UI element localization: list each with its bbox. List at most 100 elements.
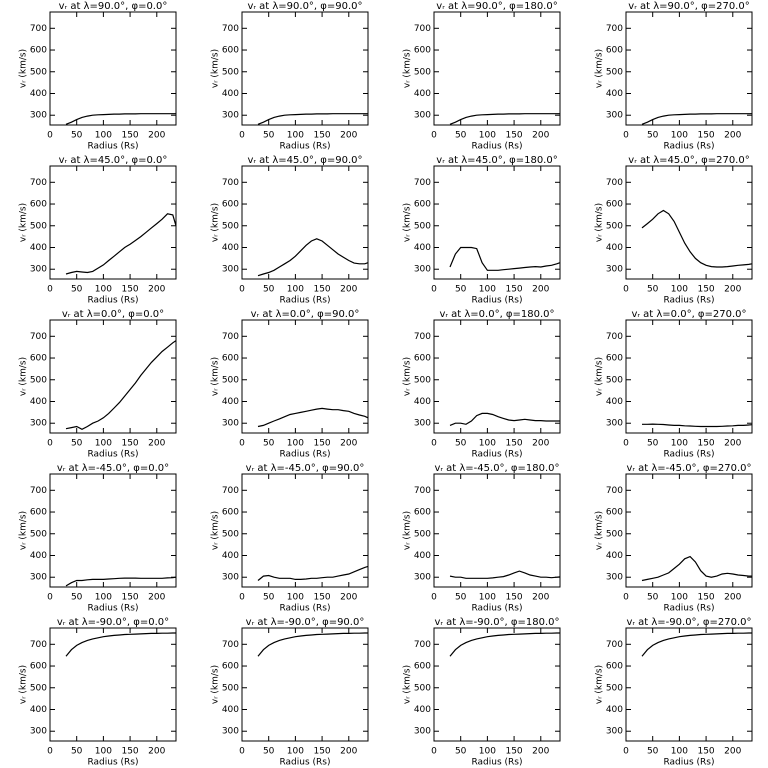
y-tick-label: 700 [222,178,239,188]
x-tick-label: 150 [697,131,714,141]
x-tick-label: 200 [532,285,549,295]
data-line [449,570,561,579]
y-tick-label: 700 [30,332,47,342]
x-tick-label: 150 [505,285,522,295]
y-tick-label: 500 [606,683,623,693]
x-tick-label: 50 [263,131,275,141]
y-tick-label: 300 [414,419,431,429]
x-tick-label: 100 [287,131,304,141]
data-line [257,565,369,581]
x-tick-label: 150 [505,593,522,603]
y-tick-label: 400 [30,551,47,561]
data-line [641,209,753,268]
x-tick-label: 50 [455,131,467,141]
y-tick-label: 400 [414,551,431,561]
x-tick-label: 50 [71,131,83,141]
chart-title: vᵣ at λ=90.0°, φ=270.0° [628,1,749,12]
y-tick-label: 500 [606,67,623,77]
data-line [65,576,177,587]
y-tick-label: 400 [30,89,47,99]
y-tick-label: 400 [222,551,239,561]
x-tick-label: 150 [121,593,138,603]
x-tick-label: 0 [623,439,629,449]
data-line [449,246,561,271]
chart-title: vᵣ at λ=-45.0°, φ=90.0° [246,463,365,474]
x-tick-label: 0 [239,285,245,295]
y-tick-label: 600 [30,354,47,364]
y-tick-label: 300 [414,727,431,737]
data-line [65,113,176,125]
x-tick-label: 0 [239,439,245,449]
y-tick-label: 600 [606,354,623,364]
plot-frame [625,473,753,588]
y-axis-label: vᵣ (km/s) [19,665,29,704]
y-tick-label: 400 [414,705,431,715]
y-tick-label: 400 [222,705,239,715]
x-tick-label: 100 [671,593,688,603]
x-tick-label: 200 [340,131,357,141]
y-tick-label: 700 [222,486,239,496]
x-tick-label: 200 [724,747,741,757]
plot-frame [241,627,369,742]
x-tick-label: 100 [671,439,688,449]
y-tick-label: 400 [606,397,623,407]
x-tick-label: 50 [647,285,659,295]
x-tick-label: 50 [71,285,83,295]
x-tick-label: 0 [431,285,437,295]
y-tick-label: 500 [222,67,239,77]
plot-frame [625,11,753,126]
y-axis-label: vᵣ (km/s) [211,49,221,88]
y-tick-label: 700 [222,640,239,650]
x-tick-label: 150 [505,131,522,141]
y-tick-label: 700 [414,178,431,188]
x-tick-label: 100 [95,593,112,603]
chart-title: vᵣ at λ=-45.0°, φ=270.0° [626,463,751,474]
x-tick-label: 50 [455,747,467,757]
y-axis-label: vᵣ (km/s) [403,203,413,242]
y-tick-label: 300 [414,573,431,583]
y-axis-label: vᵣ (km/s) [595,665,605,704]
x-tick-label: 50 [71,593,83,603]
x-tick-label: 200 [148,747,165,757]
y-tick-label: 700 [30,486,47,496]
x-tick-label: 50 [263,747,275,757]
chart-title: vᵣ at λ=-45.0°, φ=0.0° [57,463,169,474]
x-tick-label: 200 [148,131,165,141]
data-line [449,412,560,426]
x-tick-label: 150 [505,439,522,449]
data-line [257,632,368,657]
x-axis-label: Radius (Rs) [279,604,330,614]
y-tick-label: 400 [30,243,47,253]
chart-title: vᵣ at λ=-90.0°, φ=90.0° [246,617,365,628]
x-axis-label: Radius (Rs) [471,296,522,306]
x-tick-label: 0 [431,131,437,141]
x-tick-label: 100 [95,285,112,295]
x-tick-label: 0 [623,285,629,295]
x-axis-label: Radius (Rs) [279,450,330,460]
y-tick-label: 600 [222,200,239,210]
x-axis-label: Radius (Rs) [87,450,138,460]
y-tick-label: 300 [606,419,623,429]
data-line [257,238,369,277]
plot-frame [625,627,753,742]
x-tick-label: 0 [431,747,437,757]
x-tick-label: 50 [647,131,659,141]
plot-frame [433,11,561,126]
x-axis-label: Radius (Rs) [87,142,138,152]
plot-frame [625,165,753,280]
chart-title: vᵣ at λ=90.0°, φ=180.0° [436,1,557,12]
x-tick-label: 200 [532,131,549,141]
data-line [449,113,560,125]
x-tick-label: 50 [455,593,467,603]
plot-frame [49,319,177,434]
y-tick-label: 300 [222,573,239,583]
x-tick-label: 200 [148,593,165,603]
x-tick-label: 50 [263,593,275,603]
x-tick-label: 200 [148,285,165,295]
plot-frame [433,165,561,280]
y-tick-label: 500 [606,375,623,385]
y-tick-label: 500 [414,683,431,693]
chart-title: vᵣ at λ=0.0°, φ=180.0° [439,309,554,320]
y-tick-label: 400 [414,89,431,99]
